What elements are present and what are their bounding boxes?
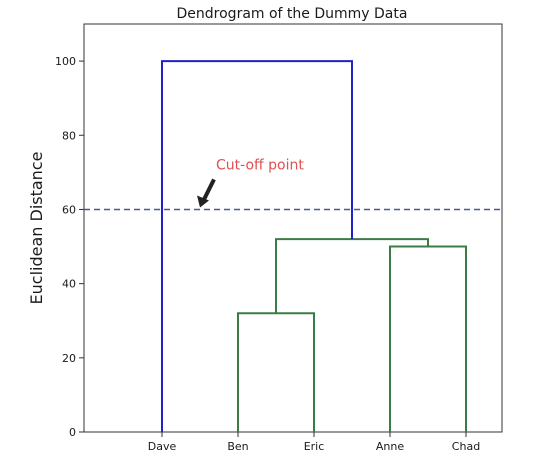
annotation-arrow-head xyxy=(197,195,209,208)
y-axis-ticks: 0 20 40 60 80 100 xyxy=(55,55,84,439)
plot-frame xyxy=(83,23,503,433)
annotation-arrow-shaft xyxy=(202,178,216,201)
y-tick-label: 20 xyxy=(62,352,76,365)
leaf-label-ben: Ben xyxy=(227,440,248,453)
y-tick-label: 60 xyxy=(62,203,76,216)
x-axis-ticks: Dave Ben Eric Anne Chad xyxy=(148,432,480,453)
dendrogram-links xyxy=(161,60,467,432)
leaf-label-chad: Chad xyxy=(452,440,480,453)
link-anne-chad xyxy=(389,245,467,432)
leaf-label-eric: Eric xyxy=(304,440,325,453)
y-tick-label: 100 xyxy=(55,55,76,68)
y-tick-label: 40 xyxy=(62,278,76,291)
link-ben-eric xyxy=(237,312,315,432)
y-axis-label: Euclidean Distance xyxy=(27,152,46,305)
y-tick-label: 80 xyxy=(62,129,76,142)
y-tick-label: 0 xyxy=(69,426,76,439)
link-beneric-annechad xyxy=(275,238,429,314)
annotation-text: Cut-off point xyxy=(216,157,304,173)
leaf-label-dave: Dave xyxy=(148,440,177,453)
link-dave-rest xyxy=(161,60,353,432)
cutoff-annotation: Cut-off point xyxy=(197,157,304,208)
chart-title: Dendrogram of the Dummy Data xyxy=(177,6,408,22)
leaf-label-anne: Anne xyxy=(376,440,404,453)
